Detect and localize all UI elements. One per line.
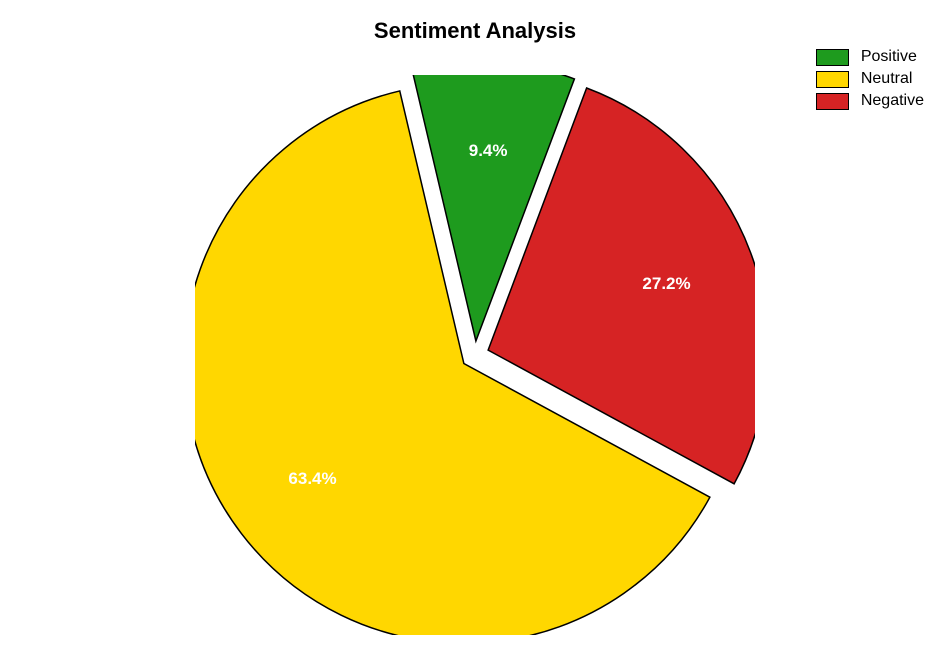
- legend: Positive Neutral Negative: [816, 48, 924, 114]
- legend-item-negative: Negative: [816, 92, 924, 110]
- legend-label: Positive: [861, 48, 917, 66]
- legend-swatch: [816, 49, 849, 66]
- slice-label-negative: 27.2%: [642, 274, 690, 294]
- legend-label: Negative: [861, 92, 924, 110]
- legend-swatch: [816, 71, 849, 88]
- slice-label-positive: 9.4%: [469, 141, 508, 161]
- legend-swatch: [816, 93, 849, 110]
- legend-item-neutral: Neutral: [816, 70, 924, 88]
- slice-label-neutral: 63.4%: [288, 469, 336, 489]
- chart-title: Sentiment Analysis: [374, 18, 576, 44]
- legend-item-positive: Positive: [816, 48, 924, 66]
- legend-label: Neutral: [861, 70, 913, 88]
